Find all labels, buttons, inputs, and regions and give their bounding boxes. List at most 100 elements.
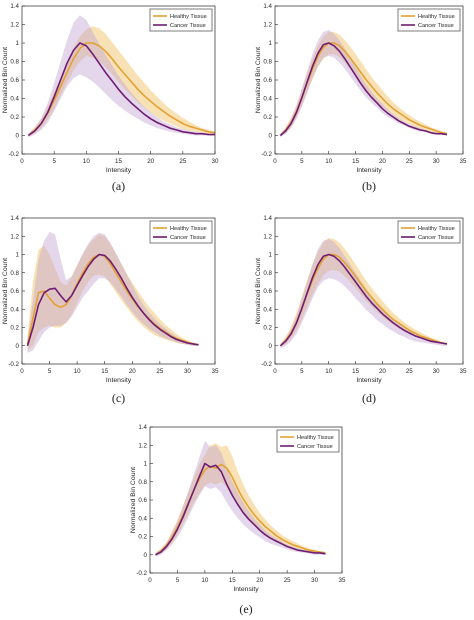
y-tick-label: -0.2 [261, 361, 272, 368]
x-tick-label: 0 [148, 577, 152, 584]
y-tick-label: -0.2 [261, 151, 272, 158]
x-axis-label: Intensity [356, 167, 382, 174]
y-tick-label: 0.4 [263, 306, 272, 313]
x-tick-label: 30 [433, 368, 440, 375]
legend-healthy-label: Healthy Tissue [170, 14, 207, 20]
healthy-std-band [28, 26, 216, 137]
chart-panel-e: 0 5 10 15 20 25 30 35-0.200.20.40.60.811.21.4In… [130, 424, 346, 616]
x-axis-label: Intensity [233, 586, 259, 593]
y-tick-label: 0 [16, 133, 20, 140]
x-tick-label: 0 [20, 368, 24, 375]
y-tick-label: 1.4 [10, 215, 19, 222]
x-tick-label: 5 [300, 368, 304, 375]
y-tick-label: 0.6 [10, 288, 19, 295]
cancer-std-band [280, 30, 447, 138]
y-tick-label: 0.4 [10, 96, 19, 103]
y-tick-label: 0.2 [138, 534, 147, 541]
x-tick-label: 15 [229, 577, 236, 584]
x-tick-label: 35 [212, 368, 219, 375]
legend-cancer-label: Cancer Tissue [418, 23, 454, 29]
y-tick-label: 1 [269, 252, 273, 259]
y-tick-label: 0.2 [10, 325, 19, 332]
x-tick-label: 25 [156, 368, 163, 375]
cancer-series-line [155, 462, 326, 556]
y-tick-label: 0 [144, 552, 148, 559]
y-tick-label: 1.2 [10, 22, 19, 29]
healthy-series-line [27, 42, 216, 137]
y-axis-label: Normalized Bin Count [255, 47, 262, 113]
x-tick-label: 0 [273, 158, 277, 165]
y-tick-label: 0.8 [10, 270, 19, 277]
legend-cancer-label: Cancer Tissue [170, 235, 206, 241]
x-axis-label: Intensity [356, 377, 382, 384]
x-tick-label: 15 [101, 368, 108, 375]
x-tick-label: 15 [115, 158, 122, 165]
x-tick-label: 5 [176, 577, 180, 584]
cancer-std-band [27, 231, 199, 354]
x-tick-label: 30 [184, 368, 191, 375]
y-tick-label: -0.2 [136, 570, 147, 577]
x-tick-label: 20 [379, 158, 386, 165]
cancer-series-line [279, 253, 448, 347]
y-tick-label: 0.6 [138, 497, 147, 504]
y-tick-label: 1 [144, 461, 148, 468]
y-tick-label: 0.2 [263, 325, 272, 332]
y-axis-label: Normalized Bin Count [2, 47, 9, 113]
x-tick-label: 25 [406, 158, 413, 165]
chart-panel-b: 0 5 10 15 20 25 30 35-0.200.20.40.60.811.21.4In… [255, 3, 467, 193]
y-tick-label: 1.2 [138, 442, 147, 449]
chart-panel-c: 0 5 10 15 20 25 30 35-0.200.20.40.60.811.21.4In… [2, 215, 219, 405]
panel-caption: (b) [362, 179, 376, 193]
y-tick-label: 0 [269, 343, 273, 350]
x-tick-label: 10 [74, 368, 81, 375]
x-tick-label: 25 [284, 577, 291, 584]
x-axis-label: Intensity [106, 377, 132, 384]
cancer-std-band [28, 15, 216, 138]
y-tick-label: 0.2 [10, 114, 19, 121]
chart-panel-a: 0 5 10 15 20 25 30-0.200.20.40.60.811.21.4Inte… [2, 3, 219, 193]
x-axis-label: Intensity [106, 167, 132, 174]
legend-healthy-label: Healthy Tissue [170, 226, 207, 232]
panel-caption: (c) [112, 391, 125, 405]
y-tick-label: 0.4 [138, 515, 147, 522]
y-axis-label: Normalized Bin Count [2, 258, 9, 324]
x-tick-label: 20 [147, 158, 154, 165]
y-axis-label: Normalized Bin Count [255, 258, 262, 324]
x-tick-label: 15 [352, 368, 359, 375]
x-tick-label: 10 [201, 577, 208, 584]
x-tick-label: 20 [379, 368, 386, 375]
cancer-series-line [279, 42, 448, 137]
y-tick-label: 0.2 [263, 114, 272, 121]
y-tick-label: 0.8 [10, 59, 19, 66]
legend-cancer-label: Cancer Tissue [170, 23, 206, 29]
y-tick-label: 0.6 [10, 77, 19, 84]
x-tick-label: 5 [300, 158, 304, 165]
legend-healthy-label: Healthy Tissue [297, 435, 334, 441]
cancer-series-line [27, 42, 215, 137]
healthy-std-band [280, 31, 447, 137]
y-tick-label: 0.8 [263, 59, 272, 66]
panel-caption: (e) [239, 602, 252, 616]
x-tick-label: 35 [460, 368, 467, 375]
y-tick-label: 1.4 [138, 424, 147, 431]
y-tick-label: 1 [269, 40, 273, 47]
x-tick-label: 25 [179, 158, 186, 165]
y-tick-label: 0.8 [263, 270, 272, 277]
x-tick-label: 20 [256, 577, 263, 584]
x-tick-label: 35 [339, 577, 346, 584]
cancer-series-line [26, 253, 199, 347]
legend-healthy-label: Healthy Tissue [418, 14, 455, 20]
y-tick-label: -0.2 [8, 151, 19, 158]
x-tick-label: 0 [20, 158, 24, 165]
x-tick-label: 10 [83, 158, 90, 165]
y-tick-label: 0.6 [263, 288, 272, 295]
y-tick-label: 0 [269, 133, 273, 140]
y-tick-label: 1 [16, 40, 20, 47]
x-tick-label: 15 [352, 158, 359, 165]
x-tick-label: 30 [212, 158, 219, 165]
x-tick-label: 25 [406, 368, 413, 375]
healthy-std-band [155, 443, 326, 556]
y-tick-label: 1.2 [263, 22, 272, 29]
x-tick-label: 30 [311, 577, 318, 584]
x-tick-label: 10 [325, 158, 332, 165]
